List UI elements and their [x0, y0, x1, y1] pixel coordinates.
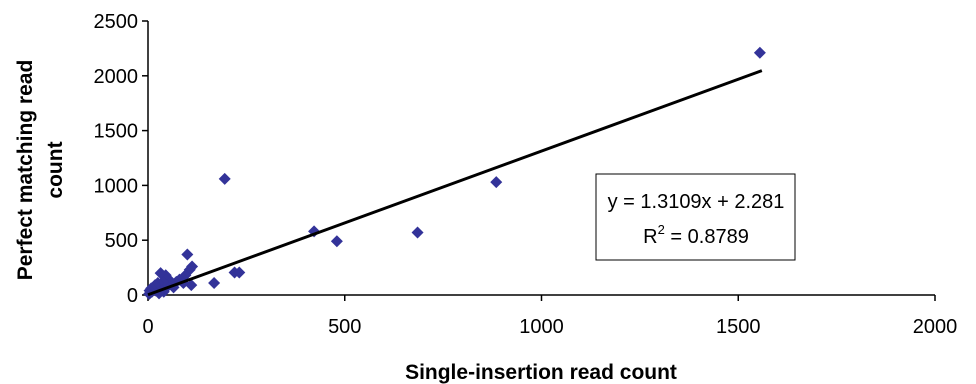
y-tick-label: 500	[105, 230, 138, 252]
y-axis-title-line-1: Perfect matching read	[14, 60, 37, 281]
x-tick-label: 500	[328, 316, 361, 338]
trendline-equation-box: y = 1.3109x + 2.281 R2 = 0.8789	[595, 173, 796, 261]
r-squared-label: R2 = 0.8789	[643, 222, 749, 248]
trendline	[147, 69, 763, 297]
y-tick-label: 2000	[94, 66, 139, 88]
data-point	[218, 172, 231, 185]
y-tick-label: 1500	[94, 121, 139, 143]
x-axis-title: Single-insertion read count	[405, 361, 677, 384]
trendline-equation: y = 1.3109x + 2.281	[608, 191, 785, 213]
data-point	[233, 266, 246, 279]
x-tick-label: 0	[142, 316, 153, 338]
x-tick-label: 1000	[519, 316, 564, 338]
data-point	[181, 248, 194, 261]
trendline-path	[147, 69, 763, 297]
r-squared-r: R	[643, 226, 657, 248]
equation-box-border	[595, 173, 796, 261]
data-point	[753, 46, 766, 59]
data-point	[411, 226, 424, 239]
y-tick-label: 1000	[94, 175, 139, 197]
plot-axes	[147, 21, 935, 296]
x-tick-label: 2000	[913, 316, 958, 338]
y-axis-ticks: 0 500 1000 1500 2000 2500	[94, 11, 148, 307]
y-tick-label: 0	[127, 285, 138, 307]
data-point	[154, 267, 167, 280]
y-axis-title: Perfect matching read count	[14, 60, 67, 281]
x-tick-label: 1500	[716, 316, 761, 338]
x-axis-ticks: 0 500 1000 1500 2000	[142, 295, 957, 338]
data-point	[490, 176, 503, 189]
data-point	[330, 235, 343, 248]
r-squared-sup: 2	[658, 222, 665, 237]
y-tick-label: 2500	[94, 11, 139, 33]
r-squared-value: = 0.8789	[665, 226, 749, 248]
data-point	[208, 276, 221, 289]
y-axis-title-line-2: count	[44, 141, 67, 198]
